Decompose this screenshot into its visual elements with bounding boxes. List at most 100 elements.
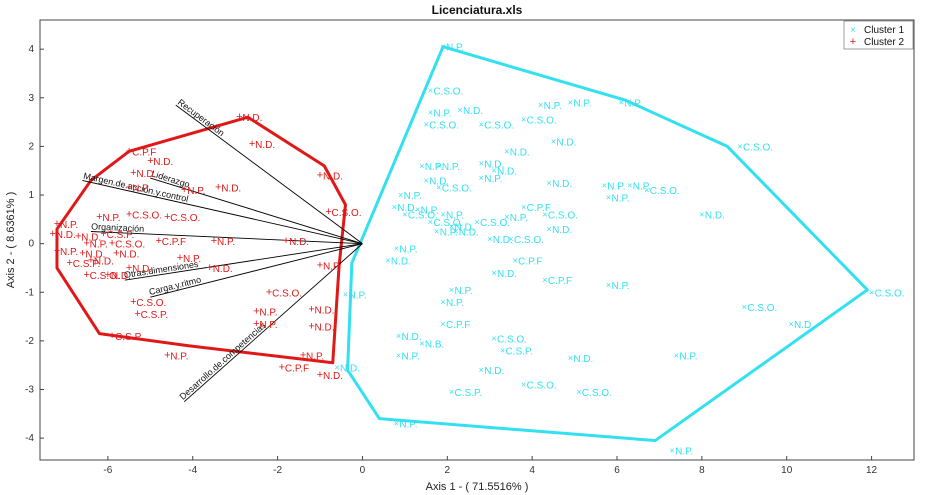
cluster-1-marker: × <box>392 202 397 212</box>
cluster-1-point-label: N.D. <box>340 364 360 375</box>
cluster-1-point-label: N.P. <box>573 99 591 110</box>
cluster-2-marker: + <box>83 238 89 250</box>
cluster-2-point-label: C.S.P. <box>141 310 169 321</box>
cluster-1-marker: × <box>474 217 479 227</box>
cluster-1-marker: × <box>508 234 513 244</box>
cluster-2-point-label: N.P. <box>60 247 78 258</box>
cluster-1-point-label: C.S.O. <box>497 334 527 345</box>
cluster-2-marker: + <box>253 306 259 318</box>
cluster-2-marker: + <box>109 238 115 250</box>
cluster-1-marker: × <box>737 141 742 151</box>
cluster-1-marker: × <box>788 319 793 329</box>
legend-marker-cluster-1: × <box>850 25 856 36</box>
cluster-1-point-label: C.S.O. <box>433 86 463 97</box>
x-tick-label: 6 <box>614 465 620 476</box>
plot-area <box>39 19 915 461</box>
data-points: × N.P.× C.S.O.× N.P. × N.D.× C.S.O. × C.S.O.× N.P… <box>50 42 905 458</box>
cluster-1-marker: × <box>436 161 441 171</box>
cluster-1-marker: × <box>479 365 484 375</box>
cluster-2-point-label: N.D. <box>153 157 173 168</box>
cluster-2-point-label: N.D. <box>81 232 101 243</box>
cluster-1-point-label: N.D. <box>573 354 593 365</box>
cluster-1-marker: × <box>568 98 573 108</box>
y-tick-label: 2 <box>28 141 34 152</box>
cluster-2-marker: + <box>54 218 60 230</box>
vector-line <box>90 231 363 245</box>
cluster-1-point-label: C.S.O. <box>442 184 472 195</box>
cluster-2-marker: + <box>164 211 170 223</box>
x-tick-label: -6 <box>103 465 112 476</box>
cluster-1-marker: × <box>576 387 581 397</box>
cluster-1-marker: × <box>385 256 390 266</box>
legend-marker-cluster-2: + <box>850 36 856 48</box>
cluster-2-point-label: N.P. <box>259 308 277 319</box>
cluster-1-point-label: N.P. <box>607 181 625 192</box>
cluster-2-marker: + <box>164 349 170 361</box>
cluster-2-point-label: N.D. <box>289 237 309 248</box>
y-tick-label: 1 <box>28 190 34 201</box>
cluster-1-marker: × <box>602 180 607 190</box>
x-tick-label: -4 <box>188 465 197 476</box>
cluster-2-point-label: N.D. <box>94 257 114 268</box>
cluster-2-point-label: C.P.F <box>285 364 309 375</box>
cluster-1-marker: × <box>396 350 401 360</box>
cluster-2-point-label: C.P.F <box>132 147 156 158</box>
cluster-1-point-label: C.S.O. <box>514 235 544 246</box>
cluster-1-marker: × <box>644 185 649 195</box>
cluster-1-point-label: C.S.O. <box>582 388 612 399</box>
cluster-2-point-label: N.P. <box>187 186 205 197</box>
y-axis-label: Axis 2 - ( 8.6361% ) <box>5 192 17 289</box>
cluster-2-marker: + <box>253 318 259 330</box>
cluster-1-marker: × <box>542 209 547 219</box>
cluster-2-point-label: N.D. <box>255 140 275 151</box>
cluster-1-marker: × <box>440 319 445 329</box>
cluster-2-marker: + <box>147 155 153 167</box>
cluster-1-marker: × <box>453 226 458 236</box>
cluster-2-point-label: N.P. <box>183 254 201 265</box>
cluster-2-point-label: N.D. <box>323 172 343 183</box>
y-tick-label: 0 <box>28 239 34 250</box>
cluster-2-marker: + <box>126 182 132 194</box>
cluster-1-marker: × <box>521 380 526 390</box>
y-tick-label: -4 <box>25 433 34 444</box>
cluster-2-point-label: C.S.O. <box>332 208 362 219</box>
legend-box <box>843 20 914 50</box>
cluster-1-marker: × <box>449 222 454 232</box>
cluster-2-point-label: N.P. <box>323 262 341 273</box>
cluster-1-marker: × <box>479 120 484 130</box>
cluster-1-point-label: N.P. <box>484 174 502 185</box>
cluster-1-point-label: C.S.O. <box>527 381 557 392</box>
cluster-1-point-label: N.P. <box>402 351 420 362</box>
cluster-1-marker: × <box>521 115 526 125</box>
cluster-2-marker: + <box>317 369 323 381</box>
cluster-2-marker: + <box>100 228 106 240</box>
cluster-1-marker: × <box>542 275 547 285</box>
cluster-1-marker: × <box>500 346 505 356</box>
cluster-2-point-label: N.D. <box>221 184 241 195</box>
cluster-1-marker: × <box>419 338 424 348</box>
cluster-1-point-label: N.P. <box>348 291 366 302</box>
cluster-2-marker: + <box>96 211 102 223</box>
y-tick-label: 3 <box>28 93 34 104</box>
cluster-1-point-label: C.S.O. <box>747 303 777 314</box>
cluster-1-marker: × <box>742 302 747 312</box>
cluster-2-point-label: N.D. <box>323 371 343 382</box>
cluster-1-marker: × <box>606 192 611 202</box>
cluster-2-marker: + <box>88 255 94 267</box>
cluster-1-marker: × <box>504 146 509 156</box>
cluster-1-point-label: N.D. <box>429 176 449 187</box>
cluster-1-marker: × <box>546 178 551 188</box>
cluster-1-point-label: N.D. <box>510 147 530 158</box>
cluster-2-point-label: N.D. <box>132 264 152 275</box>
cluster-1-point-label: N.D. <box>397 203 417 214</box>
cluster-1-point-label: N.P. <box>679 351 697 362</box>
cluster-2-marker: + <box>130 296 136 308</box>
cluster-1-point-label: N.B. <box>425 339 444 350</box>
cluster-2-point-label: N.D. <box>242 113 262 124</box>
cluster-1-point-label: C.S.O. <box>527 116 557 127</box>
cluster-1-marker: × <box>699 209 704 219</box>
cluster-1-point-label: N.D. <box>459 227 479 238</box>
cluster-2-marker: + <box>206 262 212 274</box>
cluster-1-point-label: N.P. <box>442 162 460 173</box>
cluster-1-marker: × <box>343 290 348 300</box>
